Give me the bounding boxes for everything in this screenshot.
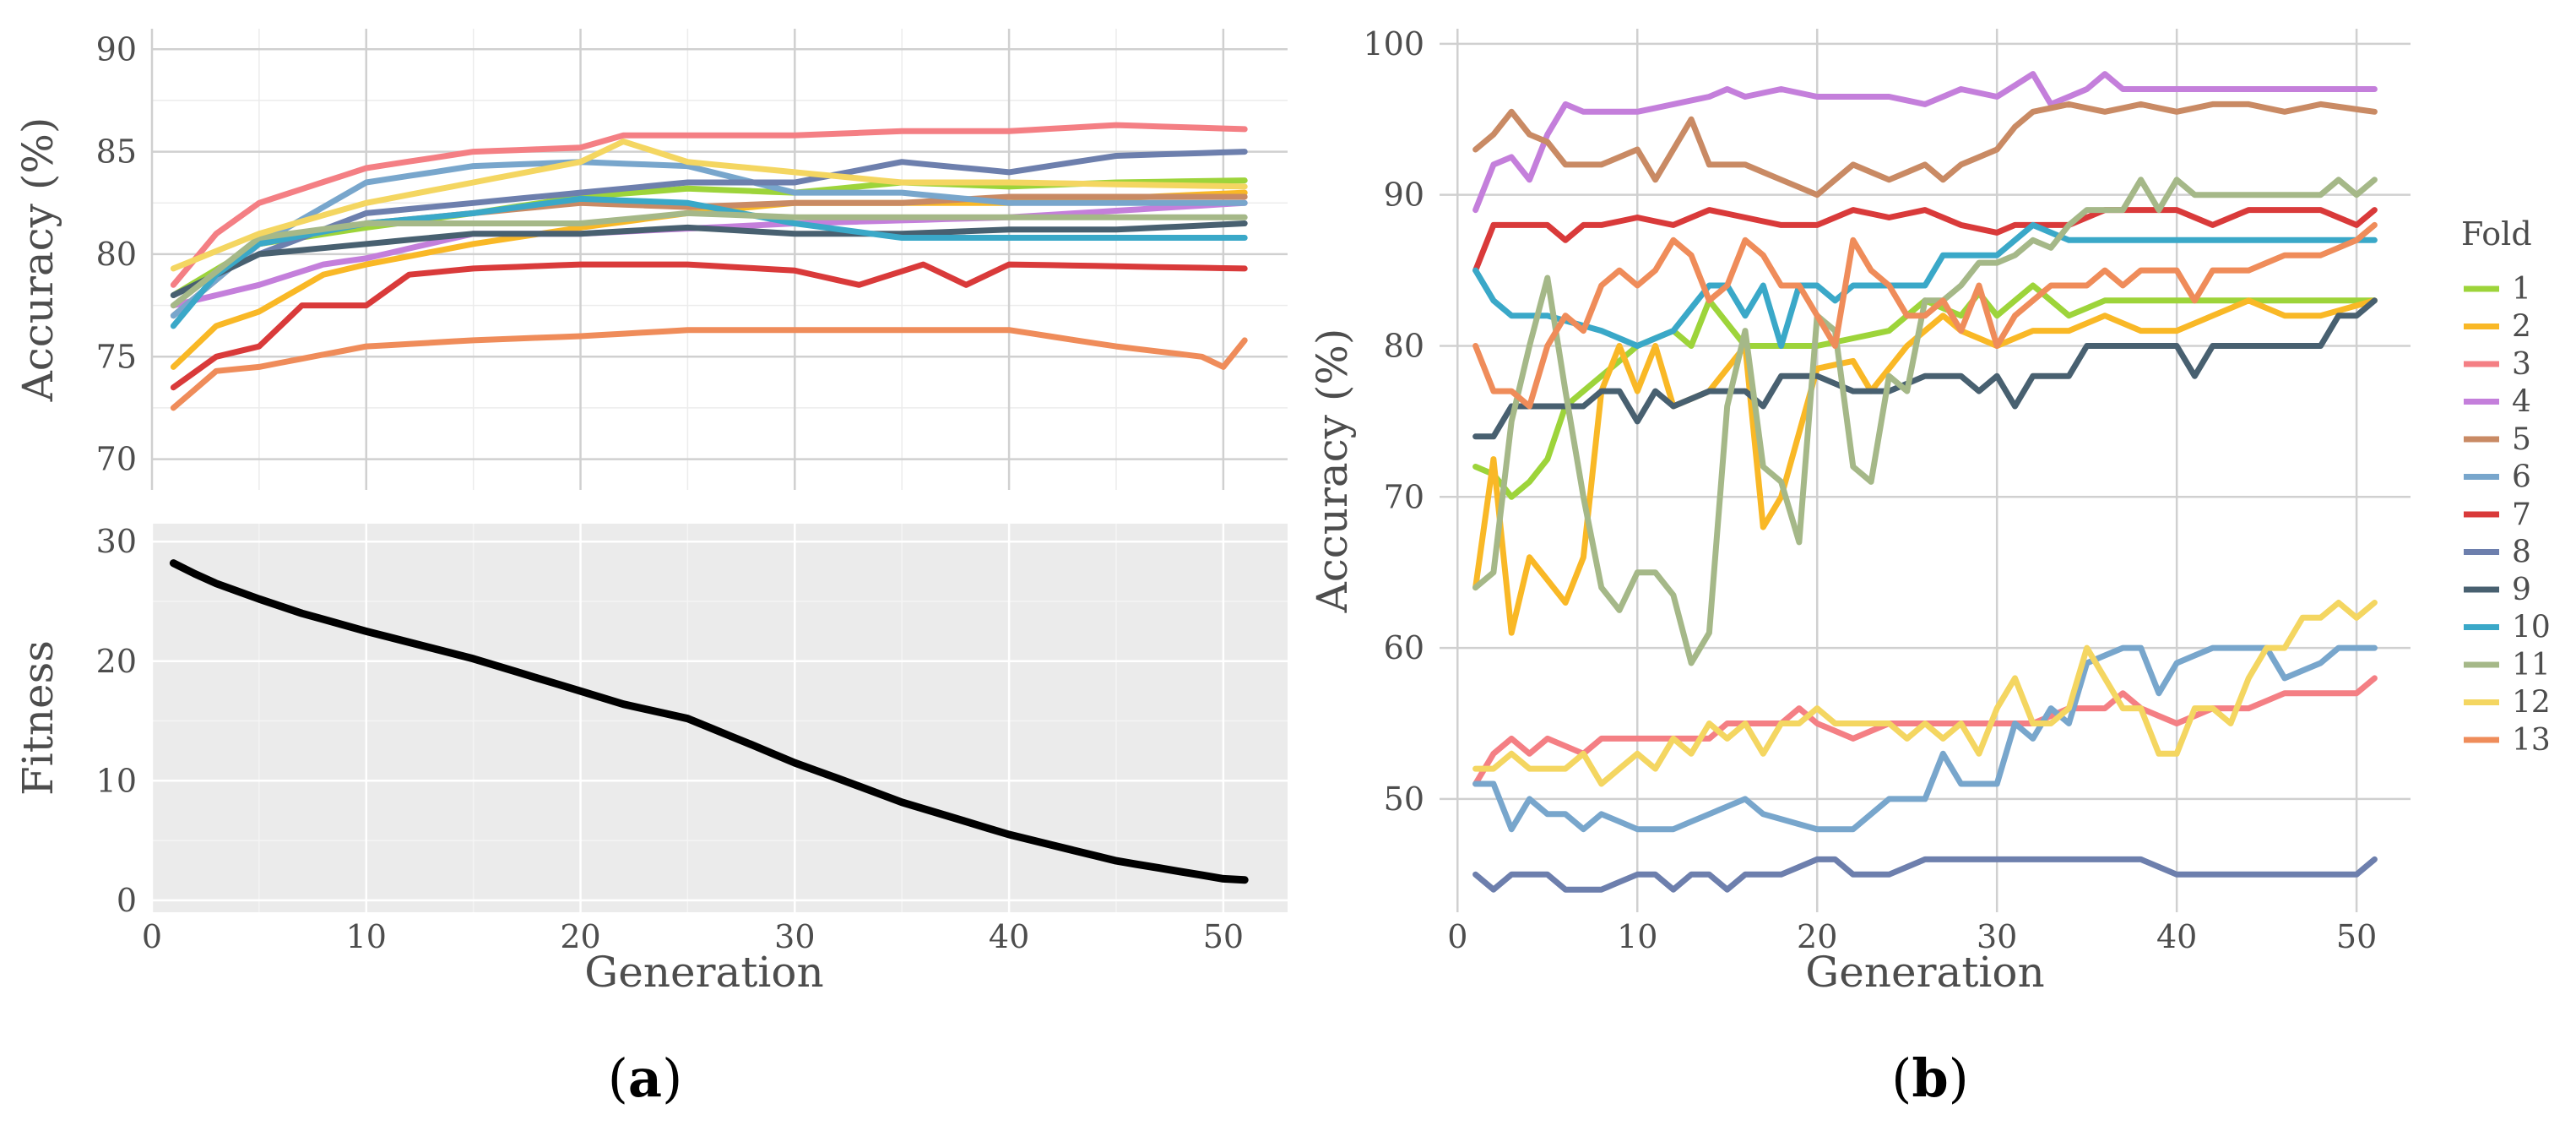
y-tick-labels: 0 10 20 30 (96, 523, 137, 919)
panel-b-accuracy-chart: 50 60 70 80 90 100 0 10 20 30 40 50 Accuracy (%) G… (1308, 25, 2411, 997)
series-line-5 (1472, 101, 2378, 198)
series-line-6 (1472, 644, 2378, 833)
y-tick-labels: 50 60 70 80 90 100 (1363, 25, 1424, 818)
x-tick-label: 30 (774, 918, 815, 955)
gridlines (150, 29, 1288, 490)
series-line-12 (170, 139, 1248, 272)
series-line-12 (1472, 600, 2378, 787)
gridlines (150, 524, 1288, 912)
y-tick-label: 70 (96, 441, 137, 478)
y-tick-label: 10 (96, 762, 137, 799)
series-line-7 (1472, 207, 2378, 274)
y-tick-label: 20 (96, 643, 137, 680)
y-tick-label: 60 (1384, 629, 1424, 666)
y-tick-label: 90 (1384, 177, 1424, 214)
y-tick-label: 85 (96, 133, 137, 171)
panel-a-fitness-chart: 0 10 20 30 0 10 20 30 40 50 Fitness Generation (14, 523, 1288, 997)
legend-label: 8 (2512, 536, 2531, 570)
legend-label: 10 (2512, 611, 2551, 645)
y-tick-label: 80 (1384, 327, 1424, 364)
panel-a-label: (a) (608, 1047, 683, 1109)
x-tick-label: 10 (346, 918, 387, 955)
legend-label: 4 (2512, 385, 2531, 420)
series-line-4 (1472, 71, 2378, 214)
legend-label: 11 (2512, 648, 2551, 682)
x-tick-label: 30 (1977, 918, 2017, 955)
legend-label: 2 (2512, 310, 2531, 345)
y-tick-label: 75 (96, 338, 137, 375)
x-tick-labels: 0 10 20 30 40 50 (1447, 918, 2377, 955)
y-axis-title: Accuracy (%) (1308, 329, 1357, 614)
x-tick-label: 40 (2156, 918, 2197, 955)
y-tick-label: 90 (96, 30, 137, 68)
y-axis-title: Accuracy (%) (14, 117, 62, 403)
panel-b-label: (b) (1891, 1047, 1969, 1109)
x-tick-label: 0 (1447, 918, 1467, 955)
legend-label: 6 (2512, 460, 2531, 495)
series-lines (170, 122, 1248, 411)
x-tick-label: 0 (142, 918, 162, 955)
x-tick-label: 40 (989, 918, 1029, 955)
x-tick-label: 10 (1617, 918, 1657, 955)
legend-label: 13 (2512, 723, 2551, 758)
legend-title: Fold (2461, 215, 2532, 253)
x-axis-title: Generation (1805, 948, 2044, 997)
y-tick-labels: 70 75 80 85 90 (96, 30, 137, 477)
series-line-11 (170, 209, 1248, 309)
legend-label: 12 (2512, 686, 2551, 720)
x-tick-label: 20 (560, 918, 600, 955)
series-line-8 (1472, 856, 2378, 893)
series-line-6 (170, 159, 1248, 319)
series-line-fitness (169, 559, 1249, 884)
series-lines (1472, 71, 2378, 893)
x-tick-labels: 0 10 20 30 40 50 (142, 918, 1244, 955)
x-tick-label: 20 (1797, 918, 1837, 955)
series-line-2 (1472, 297, 2378, 636)
plot-background (152, 524, 1288, 912)
y-tick-label: 100 (1363, 25, 1424, 63)
legend-label: 5 (2512, 422, 2531, 457)
x-tick-label: 50 (1203, 918, 1244, 955)
series-line-9 (170, 220, 1248, 298)
y-tick-label: 70 (1384, 478, 1424, 515)
legend-label: 7 (2512, 498, 2531, 532)
series-line-9 (1472, 297, 2378, 440)
series-line-7 (170, 261, 1248, 391)
legend-label: 9 (2512, 573, 2531, 607)
y-tick-label: 50 (1384, 780, 1424, 818)
series-line-11 (1472, 177, 2378, 666)
panel-a-accuracy-chart: 70 75 80 85 90 Accuracy (%) (14, 29, 1288, 490)
plot-background (1440, 29, 2411, 912)
x-axis-title: Generation (584, 948, 823, 997)
legend-label: 3 (2512, 347, 2531, 382)
y-tick-label: 0 (117, 882, 137, 919)
x-tick-label: 50 (2336, 918, 2377, 955)
series-line-3 (170, 122, 1248, 288)
y-axis-title: Fitness (14, 640, 62, 796)
legend-label: 1 (2512, 272, 2531, 307)
plot-background (152, 29, 1288, 490)
series-line-10 (1472, 221, 2378, 349)
y-tick-label: 30 (96, 523, 137, 560)
y-tick-label: 80 (96, 236, 137, 273)
series-line-13 (170, 327, 1248, 411)
series-lines (169, 559, 1249, 884)
series-line-13 (1472, 221, 2378, 410)
series-line-8 (170, 149, 1248, 298)
